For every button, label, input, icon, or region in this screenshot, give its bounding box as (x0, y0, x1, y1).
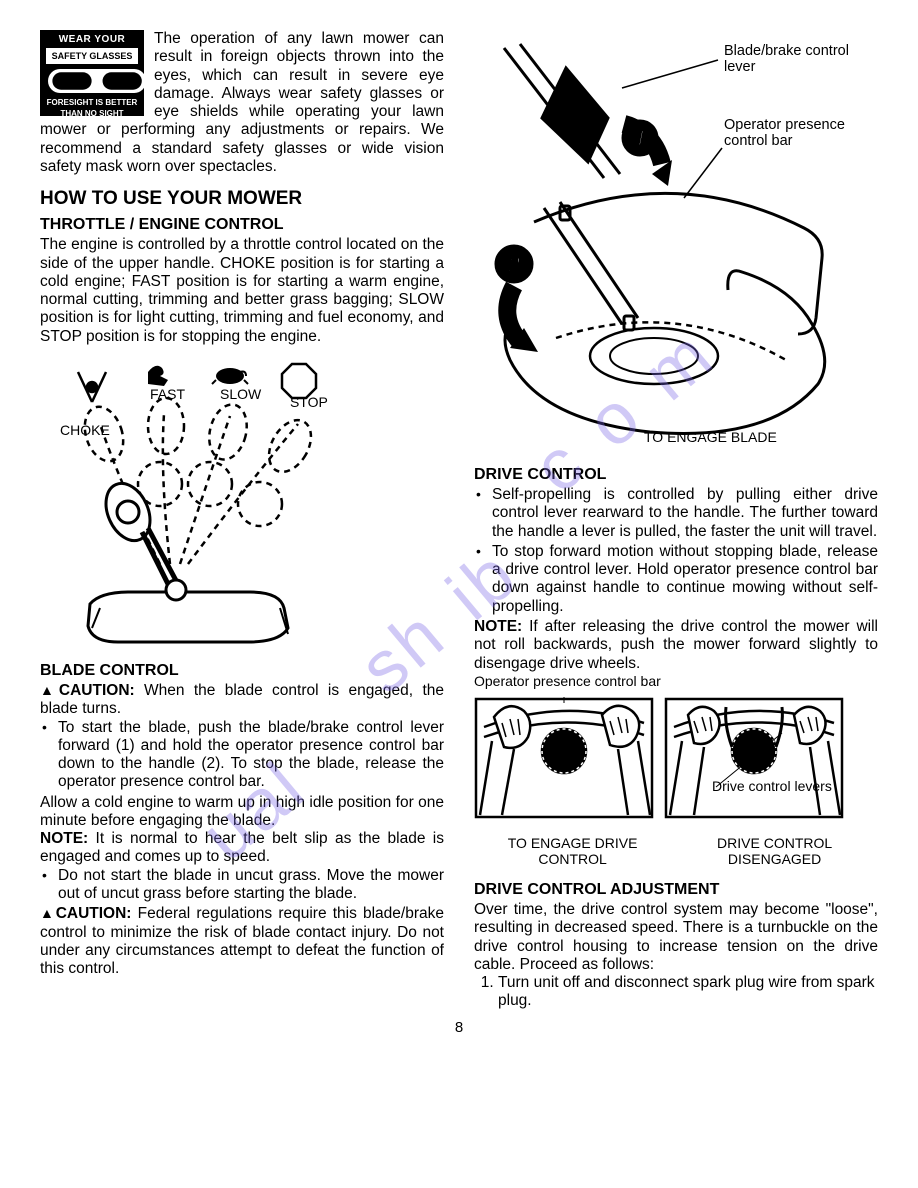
adjust-step-1: Turn unit off and disconnect spark plug … (498, 974, 878, 1011)
blade-bullet-1: To start the blade, push the blade/brake… (58, 719, 444, 792)
page-number: 8 (40, 1019, 878, 1036)
badge-wear: WEAR YOUR (42, 34, 142, 45)
slow-label: SLOW (220, 386, 261, 402)
fast-label: FAST (150, 386, 185, 402)
blade-note: NOTE: It is normal to hear the belt slip… (40, 830, 444, 867)
choke-label: CHOKE (60, 422, 110, 438)
engage-blade-label: TO ENGAGE BLADE (644, 430, 777, 445)
badge-glasses: SAFETY GLASSES (46, 48, 138, 64)
drive-bullet-1: Self-propelling is controlled by pulling… (492, 486, 878, 541)
drive-note: NOTE: If after releasing the drive contr… (474, 618, 878, 673)
drive-levers-label: Drive control levers (712, 779, 832, 794)
drive-control-diagram: Drive control levers (474, 697, 878, 827)
blade-caution: ▲CAUTION: When the blade control is enga… (40, 682, 444, 719)
blade-warmup: Allow a cold engine to warm up in high i… (40, 794, 444, 831)
throttle-diagram: CHOKE FAST SLOW STOP (40, 354, 444, 654)
blade-caution-2: ▲CAUTION: Federal regulations require th… (40, 905, 444, 978)
blade-heading: BLADE CONTROL (40, 662, 444, 680)
stop-label: STOP (290, 394, 328, 410)
adjust-para: Over time, the drive control system may … (474, 901, 878, 974)
badge-foresight2: THAN NO SIGHT (42, 110, 142, 119)
throttle-para: The engine is controlled by a throttle c… (40, 236, 444, 346)
drive-heading: DRIVE CONTROL (474, 466, 878, 484)
blade-brake-label: Blade/brake control lever (724, 44, 878, 76)
badge-foresight1: FORESIGHT IS BETTER (42, 99, 142, 108)
engage-drive-label: TO ENGAGE DRIVE CONTROL (474, 835, 671, 867)
blade-bullet-2: Do not start the blade in uncut grass. M… (58, 867, 444, 904)
warning-icon: ▲ (40, 905, 56, 921)
safety-glasses-badge: WEAR YOUR SAFETY GLASSES FORESIGHT IS BE… (40, 30, 144, 116)
svg-text:1: 1 (633, 125, 646, 152)
blade-engage-diagram: Blade/brake control lever Operator prese… (474, 38, 878, 458)
drive-bullet-2: To stop forward motion without stopping … (492, 543, 878, 616)
main-heading: HOW TO USE YOUR MOWER (40, 188, 444, 210)
op-bar-label: Operator presence control bar (474, 673, 878, 689)
svg-text:2: 2 (506, 252, 521, 279)
goggles-icon (48, 69, 146, 93)
operator-presence-label: Operator presence control bar (724, 118, 878, 150)
warning-icon: ▲ (40, 682, 59, 698)
adjust-heading: DRIVE CONTROL ADJUSTMENT (474, 881, 878, 899)
disengaged-label: DRIVE CONTROL DISENGAGED (671, 835, 878, 867)
throttle-heading: THROTTLE / ENGINE CONTROL (40, 216, 444, 234)
